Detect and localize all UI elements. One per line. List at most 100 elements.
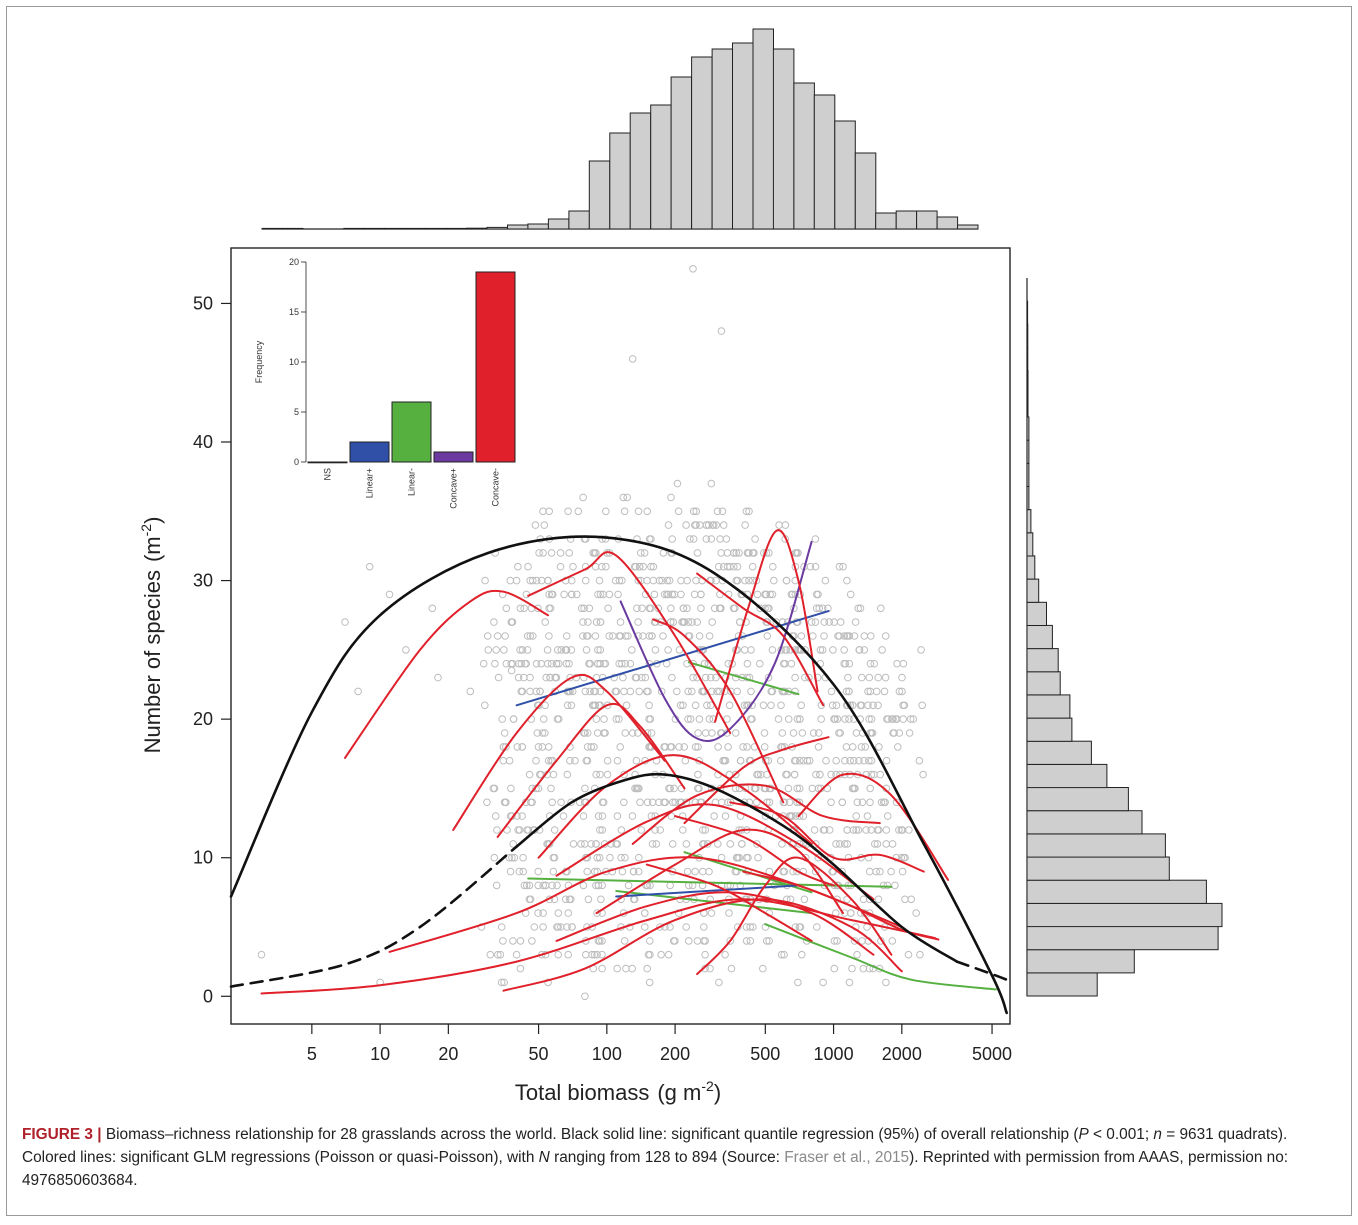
scatter-point xyxy=(524,562,532,571)
scatter-point xyxy=(631,784,639,793)
scatter-point xyxy=(545,632,553,640)
scatter-point xyxy=(867,715,876,723)
scatter-point xyxy=(604,604,612,613)
scatter-point xyxy=(580,729,588,737)
scatter-point xyxy=(579,618,587,626)
scatter-point xyxy=(795,798,804,807)
inset-y-axis-title: Frequency xyxy=(254,340,264,383)
scatter-point xyxy=(797,632,806,640)
scatter-point xyxy=(707,909,716,917)
scatter-point xyxy=(754,770,763,779)
scatter-point xyxy=(598,950,606,959)
concave-down-curve xyxy=(344,589,549,759)
scatter-point xyxy=(539,923,547,931)
scatter-point xyxy=(731,604,739,613)
scatter-point xyxy=(664,950,673,959)
scatter-point xyxy=(493,632,502,640)
scatter-point xyxy=(689,673,697,682)
scatter-point xyxy=(796,756,804,765)
scatter-point xyxy=(915,756,924,765)
scatter-point xyxy=(619,493,628,502)
scatter-point xyxy=(618,867,627,876)
scatter-point xyxy=(782,576,791,585)
scatter-point xyxy=(730,562,738,571)
scatter-point xyxy=(596,618,605,626)
scatter-point xyxy=(725,701,734,710)
scatter-point xyxy=(844,853,853,862)
scatter-point xyxy=(832,701,841,710)
scatter-point xyxy=(534,881,543,890)
scatter-point xyxy=(648,632,656,640)
scatter-point xyxy=(701,729,710,737)
caption-source-link[interactable]: Fraser et al., 2015 xyxy=(784,1149,910,1166)
scatter-point xyxy=(592,770,601,779)
scatter-point xyxy=(765,604,773,613)
scatter-point xyxy=(916,950,924,959)
scatter-point xyxy=(689,507,698,516)
concave-down-curve xyxy=(631,783,881,845)
scatter-point xyxy=(516,604,525,613)
scatter-point xyxy=(481,576,489,585)
scatter-point xyxy=(853,950,861,959)
scatter-point xyxy=(514,562,522,571)
scatter-point xyxy=(841,715,849,723)
scatter-point xyxy=(843,840,852,848)
scatter-point xyxy=(525,895,534,904)
scatter-point xyxy=(817,715,826,723)
scatter-point xyxy=(738,840,746,848)
scatter-point xyxy=(624,881,633,890)
scatter-point xyxy=(774,715,783,723)
scatter-point xyxy=(917,646,925,654)
scatter-point xyxy=(848,784,857,793)
scatter-point xyxy=(718,507,727,516)
scatter-point xyxy=(491,659,499,668)
scatter-point xyxy=(842,632,851,640)
scatter-point xyxy=(603,701,612,710)
scatter-point xyxy=(584,632,592,640)
scatter-point xyxy=(673,687,681,696)
scatter-point xyxy=(882,978,890,987)
histogram-bar xyxy=(547,218,570,230)
scatter-point xyxy=(612,840,620,848)
histogram-bar xyxy=(916,210,938,230)
scatter-point xyxy=(506,576,515,585)
scatter-point xyxy=(700,937,708,945)
scatter-point xyxy=(712,521,721,529)
scatter-point xyxy=(778,729,787,737)
figure-caption: FIGURE 3 | Biomass–richness relationship… xyxy=(22,1123,1340,1192)
scatter-point xyxy=(714,840,722,848)
scatter-point xyxy=(590,867,599,876)
scatter-point xyxy=(832,840,840,848)
scatter-point xyxy=(669,798,677,807)
scatter-point xyxy=(641,923,649,931)
scatter-point xyxy=(760,743,769,751)
scatter-point xyxy=(584,895,593,904)
scatter-point xyxy=(719,756,727,765)
scatter-point xyxy=(569,562,577,571)
scatter-point xyxy=(864,701,872,710)
linear-neg-curve xyxy=(687,661,800,696)
inset-y-tick-label: 0 xyxy=(294,457,299,467)
histogram-bar xyxy=(1026,648,1059,673)
scatter-point xyxy=(818,646,827,654)
scatter-point xyxy=(571,756,579,765)
scatter-point xyxy=(518,743,527,751)
histogram-bar xyxy=(282,227,304,230)
scatter-point xyxy=(698,687,706,696)
scatter-point xyxy=(770,881,779,890)
scatter-point xyxy=(769,562,777,571)
scatter-point xyxy=(552,659,561,668)
scatter-point xyxy=(918,701,927,710)
scatter-point xyxy=(869,701,877,710)
scatter-point xyxy=(866,687,875,696)
scatter-point xyxy=(564,950,573,959)
x-tick-label: 5 xyxy=(307,1044,317,1064)
concave-down-curve xyxy=(683,736,830,825)
scatter-point xyxy=(689,265,697,273)
scatter-point xyxy=(827,770,835,779)
scatter-point xyxy=(590,950,599,959)
scatter-point xyxy=(811,562,820,571)
scatter-point xyxy=(643,798,652,807)
scatter-point xyxy=(866,659,875,668)
scatter-point xyxy=(641,909,649,917)
